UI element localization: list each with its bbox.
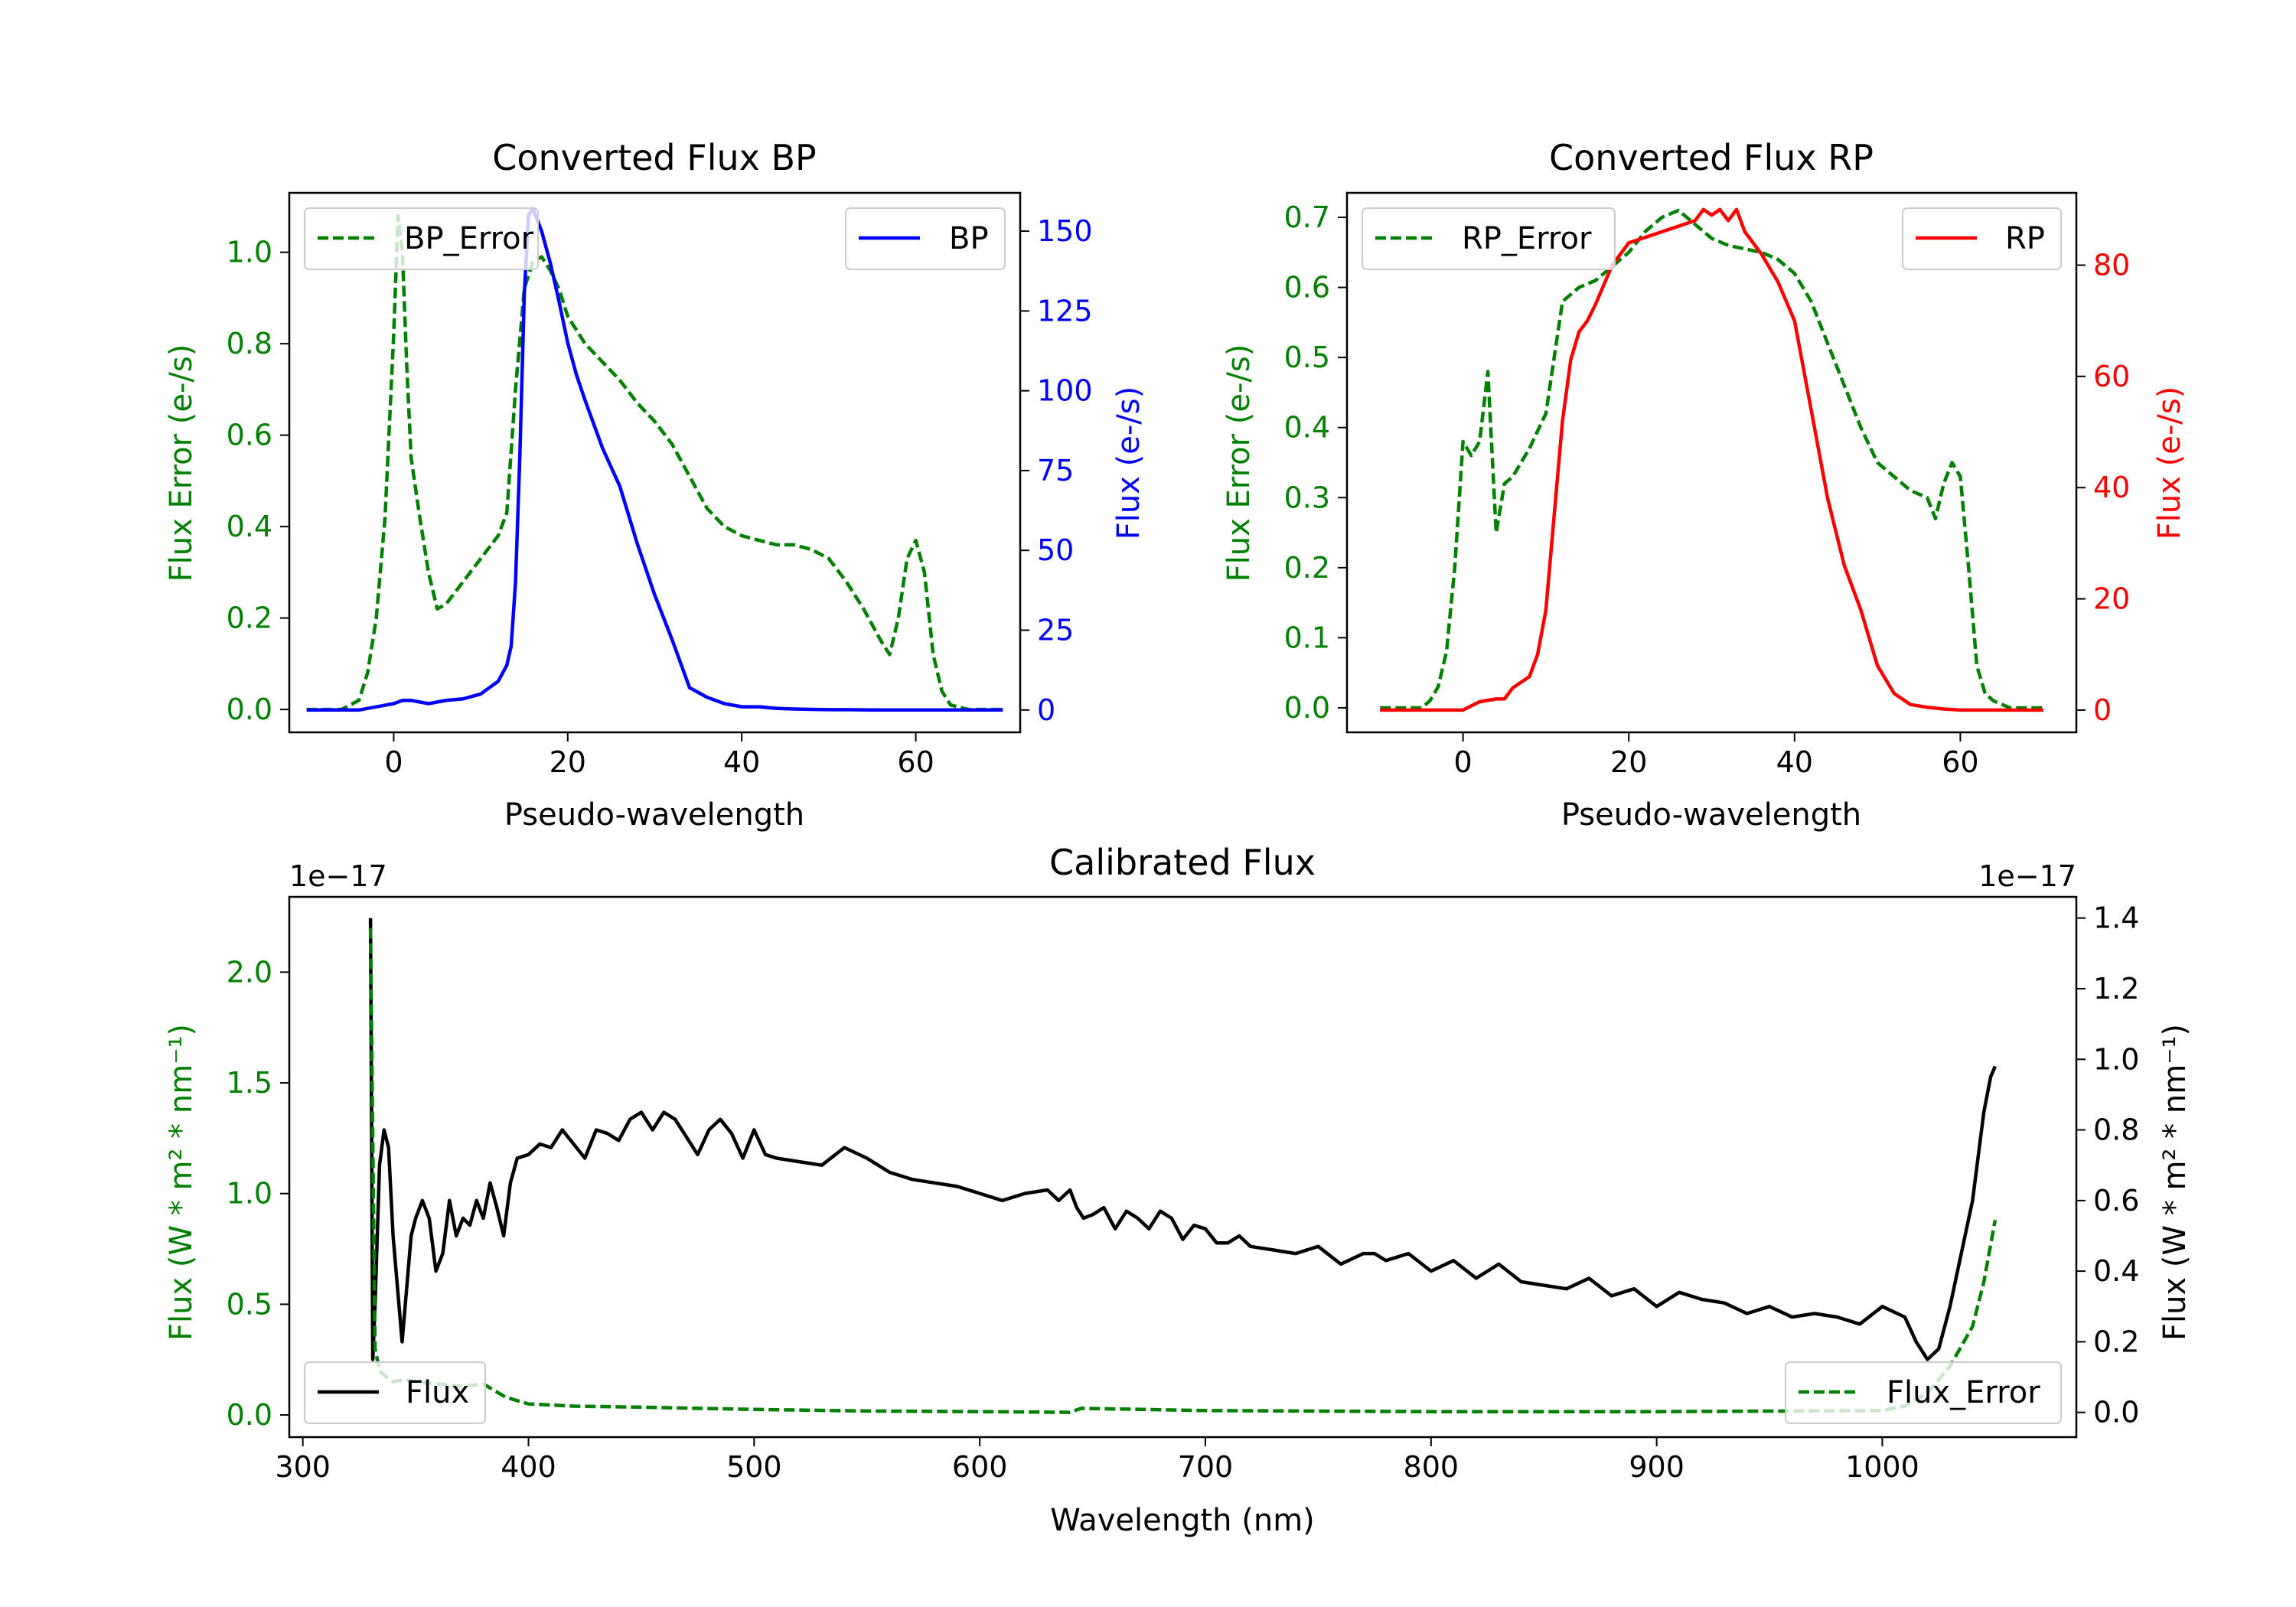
calibrated-right-y-tick-label: 1.4	[2093, 901, 2139, 935]
calibrated-x-tick-label: 400	[501, 1450, 556, 1484]
calibrated-left-y-tick-label: 0.5	[227, 1287, 272, 1321]
rp-left-y-tick-label: 0.5	[1284, 341, 1330, 374]
calibrated-right-y-tick-label: 0.6	[2093, 1184, 2139, 1217]
rp-right-y-tick-label: 40	[2093, 471, 2130, 504]
bp-legend-error-label: BP_Error	[404, 221, 534, 256]
rp-left-y-tick-label: 0.0	[1284, 691, 1330, 725]
bp-left-y-tick-label: 0.8	[227, 327, 272, 360]
bp-right-y-tick-label: 150	[1037, 214, 1093, 248]
rp-legend-flux-label: RP	[2005, 221, 2045, 256]
calibrated-right-y-axis-label: Flux (W * m² * nm⁻¹)	[2157, 1024, 2193, 1341]
rp-right-y-tick-label: 60	[2093, 360, 2130, 393]
rp-left-y-tick-label: 0.2	[1284, 551, 1330, 585]
rp-x-tick-label: 60	[1942, 745, 1978, 779]
bp-left-y-tick-label: 0.2	[227, 601, 272, 635]
calibrated-legend-error: Flux_Error	[1785, 1361, 2062, 1424]
calibrated-panel: Calibrated Flux Wavelength (nm) Flux (W …	[164, 842, 2193, 1538]
rp-right-y-tick-label: 20	[2093, 582, 2130, 616]
calibrated-right-multiplier: 1e−17	[1978, 859, 2076, 893]
rp-right-y-tick-label: 0	[2093, 693, 2112, 727]
rp-left-y-tick-label: 0.1	[1284, 621, 1330, 654]
calibrated-x-tick-label: 500	[726, 1450, 782, 1484]
rp-legend-error-box	[1362, 207, 1616, 270]
rp-right-y-axis-label: Flux (e-/s)	[2152, 386, 2187, 539]
calibrated-left-multiplier: 1e−17	[289, 859, 387, 893]
rp-left-y-tick-label: 0.7	[1284, 200, 1330, 234]
calibrated-left-y-tick-label: 0.0	[227, 1398, 272, 1432]
rp-title: Converted Flux RP	[1549, 137, 1874, 178]
bp-legend-flux-box	[845, 207, 1006, 270]
rp-left-y-tick-label: 0.6	[1284, 271, 1330, 305]
bp-x-tick-label: 40	[723, 745, 760, 779]
calibrated-x-tick-label: 700	[1178, 1450, 1234, 1484]
bp-right-y-tick-label: 125	[1037, 294, 1093, 328]
rp-left-y-tick-label: 0.3	[1284, 481, 1330, 514]
rp-x-tick-label: 40	[1776, 745, 1813, 779]
bp-right-y-axis-label: Flux (e-/s)	[1111, 386, 1146, 539]
bp-x-axis-label: Pseudo-wavelength	[504, 797, 804, 833]
calibrated-right-y-tick-label: 0.2	[2093, 1325, 2139, 1358]
bp-legend-flux-label: BP	[949, 221, 989, 256]
rp-x-axis-label: Pseudo-wavelength	[1561, 797, 1861, 833]
bp-right-y-tick-label: 100	[1037, 374, 1093, 408]
calibrated-legend-flux-box	[304, 1361, 486, 1424]
calibrated-legend-error-box	[1785, 1361, 2062, 1424]
bp-axes-frame	[288, 191, 1022, 734]
calibrated-x-tick-label: 1000	[1845, 1450, 1919, 1484]
bp-left-y-tick-label: 1.0	[227, 236, 272, 269]
calibrated-flux-line	[368, 918, 1997, 1361]
calibrated-right-y-tick-label: 1.0	[2093, 1042, 2139, 1076]
rp-legend-error-label: RP_Error	[1462, 221, 1592, 256]
calibrated-legend-flux: Flux	[304, 1361, 486, 1424]
bp-left-y-tick-label: 0.4	[227, 510, 272, 543]
rp-legend-flux: RP	[1902, 207, 2062, 270]
rp-left-y-tick-label: 0.4	[1284, 411, 1330, 445]
calibrated-x-tick-label: 800	[1404, 1450, 1459, 1484]
calibrated-left-y-tick-label: 2.0	[227, 955, 272, 989]
calibrated-title: Calibrated Flux	[1049, 842, 1316, 883]
calibrated-right-y-tick-label: 0.0	[2093, 1396, 2139, 1429]
bp-right-y-tick-label: 50	[1037, 533, 1074, 567]
bp-legend-flux: BP	[845, 207, 1006, 270]
rp-x-tick-label: 0	[1454, 745, 1473, 779]
bp-x-tick-label: 0	[384, 745, 403, 779]
calibrated-left-y-tick-label: 1.0	[227, 1177, 272, 1211]
rp-left-y-axis-label: Flux Error (e-/s)	[1221, 344, 1257, 582]
bp-title: Converted Flux BP	[492, 137, 817, 178]
rp-x-tick-label: 20	[1610, 745, 1647, 779]
calibrated-left-y-axis-label: Flux (W * m² * nm⁻¹)	[164, 1024, 199, 1341]
calibrated-right-y-tick-label: 1.2	[2093, 972, 2139, 1006]
bp-legend-error-box	[304, 207, 539, 270]
calibrated-legend-flux-label: Flux	[406, 1375, 469, 1410]
rp-panel: Converted Flux RP Pseudo-wavelength Flux…	[1221, 137, 2187, 833]
calibrated-axes-frame	[288, 895, 2078, 1439]
bp-legend-error: BP_Error	[304, 207, 539, 270]
bp-right-y-tick-label: 75	[1037, 454, 1074, 487]
bp-left-y-tick-label: 0.6	[227, 419, 272, 452]
rp-legend-flux-box	[1902, 207, 2062, 270]
calibrated-right-y-tick-label: 0.8	[2093, 1113, 2139, 1147]
rp-error-line	[1380, 208, 2043, 710]
bp-x-tick-label: 20	[550, 745, 586, 779]
bp-left-y-tick-label: 0.0	[227, 693, 272, 726]
calibrated-right-y-tick-label: 0.4	[2093, 1254, 2139, 1288]
calibrated-x-axis-label: Wavelength (nm)	[1050, 1503, 1315, 1538]
rp-legend-error: RP_Error	[1362, 207, 1616, 270]
bp-right-y-tick-label: 0	[1037, 693, 1055, 727]
bp-right-y-tick-label: 25	[1037, 614, 1074, 647]
bp-error-line	[306, 214, 1003, 712]
calibrated-x-tick-label: 900	[1629, 1450, 1684, 1484]
bp-left-y-axis-label: Flux Error (e-/s)	[164, 344, 199, 582]
bp-panel: Converted Flux BP Pseudo-wavelength Flux…	[164, 137, 1146, 833]
calibrated-legend-error-label: Flux_Error	[1887, 1375, 2040, 1410]
rp-flux-line	[1380, 207, 2043, 712]
bp-flux-line	[306, 207, 1003, 712]
calibrated-x-tick-label: 600	[952, 1450, 1008, 1484]
rp-right-y-tick-label: 80	[2093, 248, 2130, 282]
calibrated-x-tick-label: 300	[275, 1450, 331, 1484]
bp-x-tick-label: 60	[897, 745, 934, 779]
rp-axes-frame	[1345, 191, 2078, 734]
calibrated-left-y-tick-label: 1.5	[227, 1066, 272, 1100]
